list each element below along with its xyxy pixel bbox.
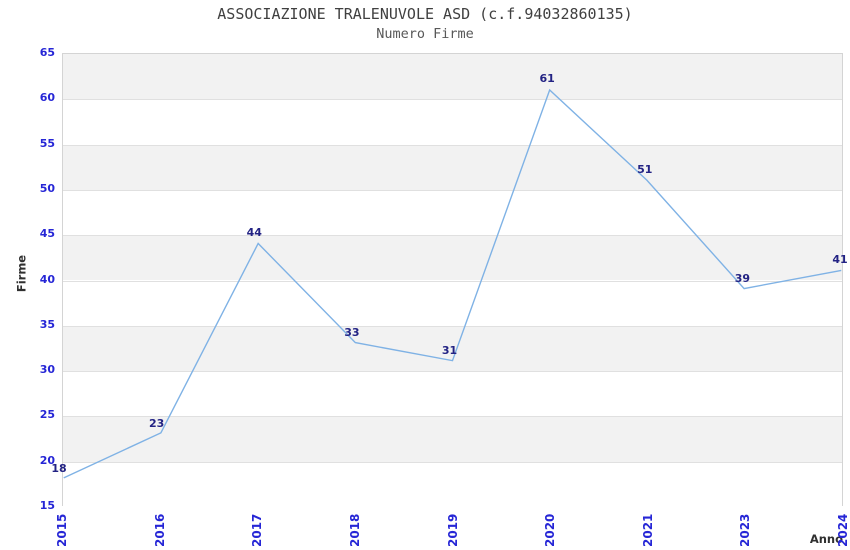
x-tick-label: 2021 (640, 513, 655, 547)
plot-band (63, 461, 842, 507)
y-tick-label: 15 (39, 499, 55, 512)
chart-title: ASSOCIAZIONE TRALENUVOLE ASD (c.f.940328… (217, 5, 633, 23)
y-tick-label: 45 (39, 227, 55, 241)
y-tick-label: 60 (39, 91, 55, 105)
gridline (63, 99, 842, 101)
plot-band (63, 189, 842, 236)
plot-band (63, 144, 842, 190)
x-tick-label: 2017 (250, 513, 265, 547)
data-point-label: 39 (734, 271, 751, 285)
x-tick-label: 2024 (836, 513, 850, 547)
plot-band (63, 371, 842, 417)
y-tick-label: 55 (39, 136, 55, 150)
data-point-label: 41 (832, 253, 848, 267)
gridline (63, 416, 842, 418)
gridline (63, 189, 842, 191)
x-axis-title: Anno (809, 532, 843, 546)
data-point-label: 44 (246, 226, 262, 240)
x-tick-label: 2018 (347, 513, 362, 547)
gridline (63, 280, 842, 282)
gridline (63, 371, 842, 373)
plot-band (63, 99, 842, 145)
plot-band (63, 280, 842, 326)
gridline (63, 235, 842, 237)
plot-area (62, 53, 843, 507)
gridline (63, 461, 842, 463)
data-point-label: 31 (441, 344, 458, 358)
data-point-label: 23 (148, 416, 165, 430)
x-tick-label: 2016 (152, 513, 167, 547)
data-point-label: 51 (637, 162, 653, 176)
chart-subtitle: Numero Firme (376, 26, 474, 42)
data-point-label: 61 (539, 72, 555, 86)
x-tick-label: 2019 (445, 513, 460, 547)
x-tick-label: 2015 (55, 513, 69, 547)
x-tick-label: 2020 (543, 513, 558, 547)
data-point-label: 18 (51, 461, 67, 475)
series-svg (63, 88, 842, 479)
y-tick-label: 35 (39, 317, 55, 331)
y-tick-label: 65 (39, 46, 55, 59)
y-tick-label: 25 (39, 408, 55, 422)
plot-band (63, 416, 842, 462)
x-tick-label: 2023 (738, 513, 753, 547)
gridline (63, 325, 842, 327)
y-tick-label: 20 (39, 453, 55, 467)
series-line (63, 88, 842, 479)
y-tick-label: 40 (39, 272, 55, 286)
plot-band (63, 235, 842, 281)
gridline (63, 144, 842, 146)
y-tick-label: 50 (39, 181, 55, 195)
plot-band (63, 325, 842, 372)
plot-band (63, 54, 842, 100)
data-point-label: 33 (344, 325, 360, 339)
y-tick-label: 30 (39, 363, 55, 377)
